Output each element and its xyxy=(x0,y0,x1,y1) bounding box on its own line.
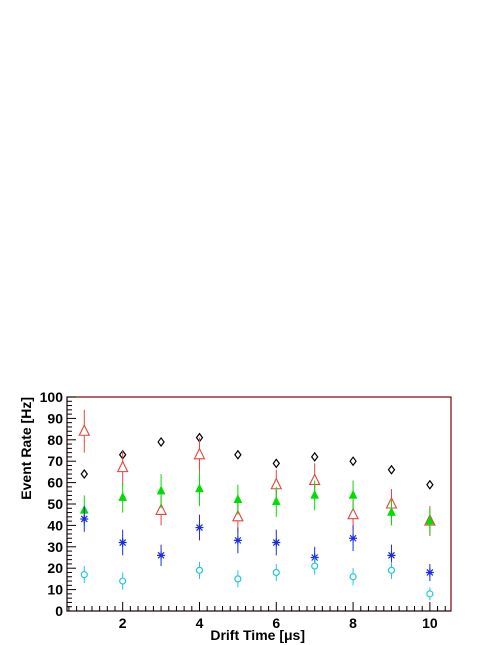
data-point xyxy=(80,469,89,480)
y-tick-label: 10 xyxy=(47,582,63,598)
data-point xyxy=(272,538,281,547)
data-point xyxy=(310,489,320,499)
data-point xyxy=(272,458,281,469)
data-point xyxy=(349,456,357,467)
x-tick-label: 8 xyxy=(349,615,357,631)
data-point xyxy=(387,551,396,560)
data-point xyxy=(234,575,242,583)
data-point xyxy=(155,503,167,515)
data-point xyxy=(271,496,281,506)
y-tick-label: 30 xyxy=(47,539,63,555)
data-point xyxy=(80,514,89,523)
y-axis-title: Event Rate [Hz] xyxy=(18,397,34,500)
data-point xyxy=(119,577,127,585)
data-point xyxy=(195,483,204,493)
data-point xyxy=(195,523,204,532)
y-axis: 0 10 20 30 40 50 60 70 80 90 100 xyxy=(40,389,76,619)
data-point xyxy=(311,562,319,570)
data-point xyxy=(349,573,357,581)
data-point xyxy=(233,536,242,545)
y-tick-label: 0 xyxy=(55,603,63,619)
y-tick-label: 40 xyxy=(47,517,63,533)
data-point xyxy=(193,447,206,460)
x-tick-label: 2 xyxy=(119,615,127,631)
data-point xyxy=(349,534,358,543)
data-point xyxy=(425,515,435,525)
data-point xyxy=(80,571,88,579)
data-point xyxy=(78,424,91,436)
data-point xyxy=(272,568,280,577)
y-tick-label: 70 xyxy=(47,453,63,469)
x-axis: 2 4 6 8 10 xyxy=(67,602,451,631)
data-point xyxy=(231,509,244,522)
data-point xyxy=(387,507,396,516)
data-point xyxy=(157,551,166,560)
y-tick-label: 60 xyxy=(47,475,63,491)
data-point xyxy=(118,492,128,501)
series-open-triangle xyxy=(78,409,436,537)
data-point xyxy=(348,489,358,499)
series-open-diamond xyxy=(80,432,434,490)
data-point xyxy=(118,538,127,547)
data-point xyxy=(116,460,129,473)
data-point xyxy=(425,568,434,577)
series-asterisk xyxy=(80,506,434,582)
y-tick-label: 50 xyxy=(47,496,63,512)
series-filled-triangle xyxy=(79,471,435,534)
series-layer xyxy=(78,409,436,601)
data-point xyxy=(234,449,242,460)
data-point xyxy=(195,566,204,574)
x-tick-label: 10 xyxy=(422,615,438,631)
data-point xyxy=(233,494,243,503)
y-tick-label: 20 xyxy=(47,560,63,576)
data-point xyxy=(347,507,359,520)
x-tick-label: 6 xyxy=(272,615,280,631)
data-point xyxy=(387,464,396,475)
data-point xyxy=(426,479,434,490)
x-axis-title: Drift Time [μs] xyxy=(210,627,305,643)
y-tick-label: 80 xyxy=(47,432,63,448)
x-tick-label: 4 xyxy=(196,615,204,631)
data-point xyxy=(426,590,434,598)
y-tick-label: 100 xyxy=(40,389,64,405)
data-point xyxy=(310,451,319,462)
y-tick-label: 90 xyxy=(47,410,63,426)
data-point xyxy=(157,436,165,447)
series-open-circle xyxy=(80,557,434,601)
data-point xyxy=(156,485,166,495)
data-point xyxy=(387,566,396,574)
